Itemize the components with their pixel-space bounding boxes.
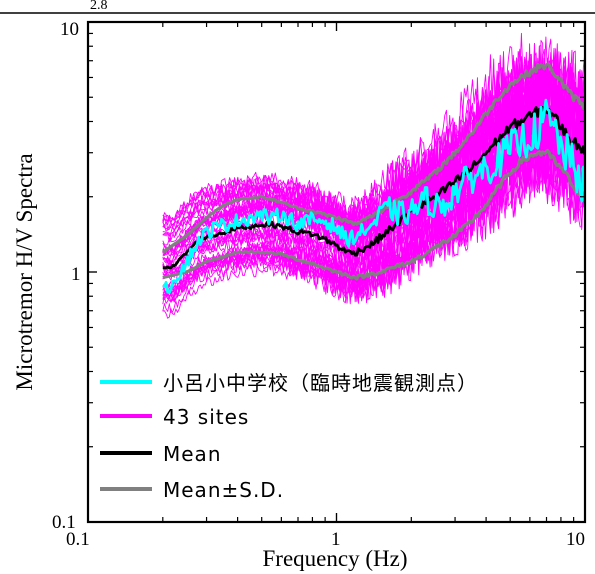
y-axis-title: Microtremor H/V Spectra (12, 153, 37, 390)
legend-label-mean: Mean (163, 442, 222, 466)
x-tick-label-1: 1 (331, 529, 341, 550)
sd-line-upper (161, 62, 585, 254)
station-line (162, 98, 585, 294)
y-tick-label-10: 10 (60, 19, 79, 40)
mean-line (162, 106, 585, 270)
sd-line-lower (162, 148, 585, 281)
top-fragment-label: 2.8 (90, 0, 108, 13)
x-tick-label-0.1: 0.1 (66, 529, 90, 550)
x-axis-title: Frequency (Hz) (263, 546, 408, 571)
legend-label-sd: Mean±S.D. (163, 478, 284, 502)
mean-line-group (162, 106, 585, 270)
site-line (162, 114, 585, 304)
axis-ticks (87, 21, 586, 523)
y-tick-label-0.1: 0.1 (52, 512, 76, 533)
legend: 小呂小中学校（臨時地震観測点） 43 sites Mean Mean±S.D. (100, 371, 478, 502)
y-tick-label-1: 1 (71, 264, 81, 285)
legend-label-station: 小呂小中学校（臨時地震観測点） (163, 371, 478, 395)
legend-label-sites: 43 sites (163, 405, 249, 429)
x-tick-label-10: 10 (566, 529, 585, 550)
sd-lines-group (161, 62, 585, 281)
station-line-group (162, 98, 585, 294)
